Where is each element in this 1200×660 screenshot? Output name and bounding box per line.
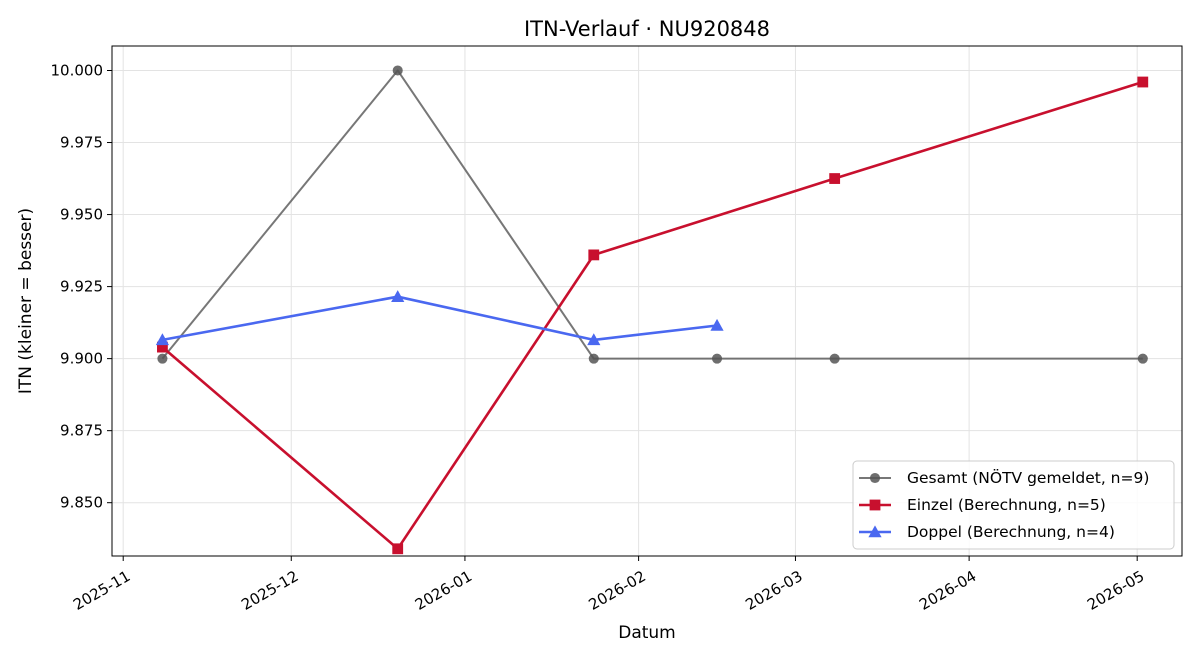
x-tick-label: 2026-04 [916,567,979,614]
legend-marker-circle [869,472,881,484]
data-point-circle [1137,353,1148,364]
y-axis: 9.850 9.875 9.900 9.925 9.950 9.975 10.000 [51,61,112,512]
legend-item: Doppel (Berechnung, n=4) [859,523,1115,541]
x-tick-label: 2026-05 [1084,567,1147,614]
legend-label: Einzel (Berechnung, n=5) [907,496,1106,514]
legend-marker-triangle [868,525,882,538]
y-tick-label: 10.000 [51,61,104,79]
data-point-circle [711,353,723,364]
y-tick-label: 9.875 [60,422,103,440]
x-tick-label: 2026-01 [412,567,475,614]
legend-label: Gesamt (NÖTV gemeldet, n=9) [907,468,1149,487]
legend-item: Gesamt (NÖTV gemeldet, n=9) [859,468,1149,487]
chart-title: ITN-Verlauf · NU920848 [524,17,770,41]
y-axis-title: ITN (kleiner = besser) [16,208,36,394]
data-point-triangle [391,290,405,302]
data-point-circle [829,353,840,364]
data-point-square [1137,76,1149,88]
series-line-0 [161,69,1143,360]
series-1 [157,76,1149,555]
data-point-circle [157,353,168,364]
series-layer [155,65,1149,555]
x-tick-label: 2025-11 [70,567,133,614]
x-axis: 2025-11 2025-12 2026-01 2026-02 2026-03 2026-… [70,556,1147,614]
x-axis-title: Datum [618,623,676,643]
data-point-square [157,341,168,353]
legend-marker-square [869,499,881,511]
y-tick-label: 9.850 [60,494,103,512]
data-point-square [829,173,841,184]
x-tick-label: 2026-02 [586,567,649,614]
data-point-square [392,543,404,555]
data-point-triangle [710,318,724,331]
series-2 [155,290,724,346]
x-tick-label: 2026-03 [742,567,805,614]
x-tick-label: 2025-12 [238,567,301,614]
data-point-square [588,249,600,261]
y-tick-label: 9.900 [60,350,103,368]
data-point-circle [588,353,599,364]
series-line-2 [162,295,718,342]
data-point-triangle [587,333,601,346]
plot-frame [111,45,1183,557]
legend-box [852,460,1175,550]
data-point-circle [392,65,403,76]
y-tick-label: 9.975 [60,134,103,152]
y-tick-label: 9.925 [60,278,103,296]
legend-item: Einzel (Berechnung, n=5) [859,496,1106,514]
y-tick-label: 9.950 [60,206,103,224]
series-0 [157,65,1148,364]
legend: Gesamt (NÖTV gemeldet, n=9) Einzel (Berec… [852,460,1175,550]
data-point-triangle [155,333,170,346]
legend-label: Doppel (Berechnung, n=4) [907,523,1115,541]
